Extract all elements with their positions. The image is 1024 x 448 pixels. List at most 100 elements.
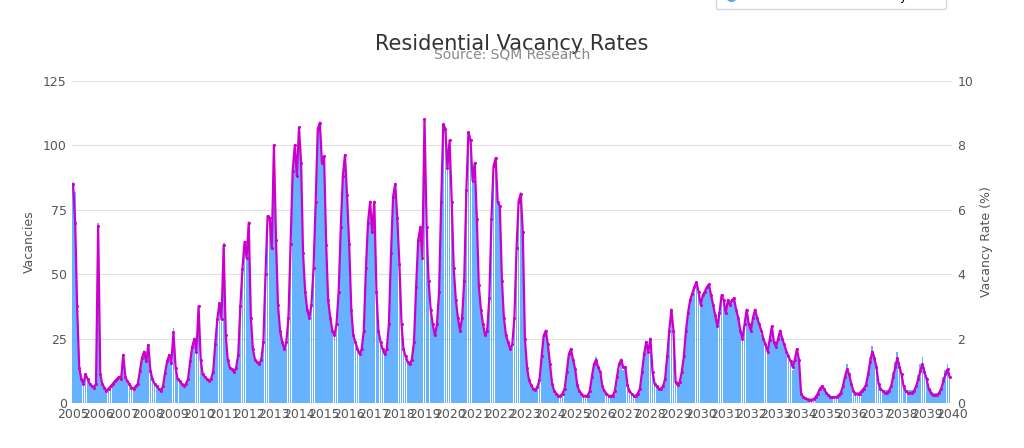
Bar [370, 202, 371, 403]
Bar [430, 308, 431, 403]
Bar [595, 357, 597, 403]
Bar [930, 390, 932, 403]
Bar [189, 362, 191, 403]
Bar [432, 323, 433, 403]
Bar [384, 354, 386, 403]
Bar [126, 383, 128, 403]
Bar [246, 258, 248, 403]
Bar [609, 396, 611, 403]
Bar [660, 390, 662, 403]
Bar [888, 390, 890, 403]
Bar [204, 377, 206, 403]
Bar [665, 380, 666, 403]
Bar [166, 362, 168, 403]
Bar [926, 377, 928, 403]
Bar [216, 321, 218, 403]
Bar [920, 365, 922, 403]
Bar [143, 352, 145, 403]
Bar [150, 372, 152, 403]
Bar [398, 264, 400, 403]
Bar [495, 158, 497, 403]
Bar [380, 341, 381, 403]
Bar [649, 339, 651, 403]
Bar [468, 132, 469, 403]
Bar [555, 393, 557, 403]
Bar [857, 393, 858, 403]
Bar [474, 163, 475, 403]
Bar [765, 346, 766, 403]
Bar [173, 328, 174, 403]
Bar [655, 385, 657, 403]
Bar [647, 352, 649, 403]
Bar [846, 365, 848, 403]
Bar [756, 318, 758, 403]
Bar [748, 326, 750, 403]
Bar [817, 393, 819, 403]
Y-axis label: Vacancies: Vacancies [23, 211, 36, 273]
Bar [601, 388, 603, 403]
Bar [697, 292, 699, 403]
Bar [777, 339, 779, 403]
Bar [440, 202, 442, 403]
Bar [296, 176, 298, 403]
Bar [806, 401, 808, 403]
Bar [334, 333, 335, 403]
Bar [141, 359, 143, 403]
Bar [936, 393, 938, 403]
Bar [288, 318, 290, 403]
Bar [903, 385, 904, 403]
Bar [356, 349, 358, 403]
Bar [904, 390, 906, 403]
Bar [342, 176, 344, 403]
Bar [599, 375, 601, 403]
Bar [532, 388, 535, 403]
Bar [553, 390, 555, 403]
Bar [185, 385, 186, 403]
Bar [170, 365, 172, 403]
Bar [125, 377, 126, 403]
Bar [946, 365, 948, 403]
Bar [886, 390, 888, 403]
Bar [815, 398, 816, 403]
Bar [348, 243, 350, 403]
Bar [434, 333, 436, 403]
Bar [631, 393, 633, 403]
Bar [880, 388, 882, 403]
Bar [587, 396, 589, 403]
Bar [256, 362, 258, 403]
Bar [938, 393, 940, 403]
Bar [873, 354, 876, 403]
Bar [803, 398, 804, 403]
Bar [721, 295, 723, 403]
Bar [314, 202, 316, 403]
Bar [787, 359, 790, 403]
Bar [783, 346, 785, 403]
Bar [526, 367, 528, 403]
Bar [476, 220, 478, 403]
Bar [194, 339, 196, 403]
Bar [280, 331, 281, 403]
Bar [304, 292, 306, 403]
Bar [701, 295, 703, 403]
Bar [75, 192, 76, 403]
Bar [154, 383, 156, 403]
Bar [834, 398, 836, 403]
Bar [731, 300, 733, 403]
Bar [819, 388, 821, 403]
Bar [635, 396, 637, 403]
Bar [739, 331, 741, 403]
Bar [131, 388, 132, 403]
Bar [589, 390, 591, 403]
Bar [677, 385, 679, 403]
Bar [501, 280, 503, 403]
Bar [196, 352, 198, 403]
Bar [97, 223, 99, 403]
Bar [513, 318, 515, 403]
Bar [729, 305, 731, 403]
Bar [360, 349, 362, 403]
Bar [264, 274, 266, 403]
Bar [854, 393, 856, 403]
Bar [368, 223, 369, 403]
Bar [461, 315, 463, 403]
Bar [539, 380, 541, 403]
